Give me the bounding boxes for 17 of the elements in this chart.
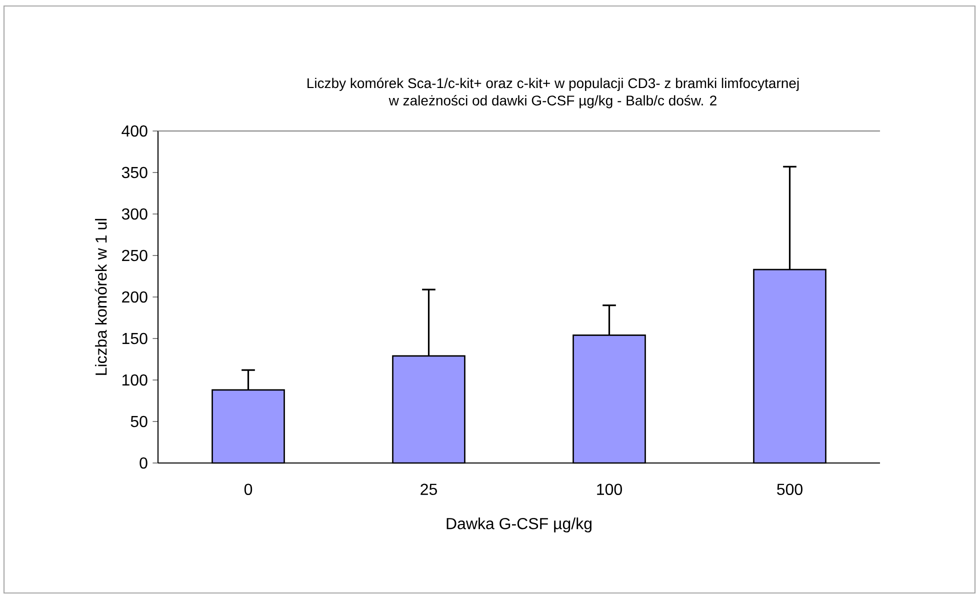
y-tick-label: 100 <box>122 374 148 386</box>
x-tick-label: 0 <box>244 484 252 496</box>
y-tick-label: 200 <box>122 291 148 303</box>
x-tick-label: 25 <box>420 484 437 496</box>
y-tick-label: 150 <box>122 332 148 344</box>
y-tick-label: 300 <box>122 208 148 220</box>
y-tick-label: 400 <box>122 125 148 137</box>
y-tick-label: 350 <box>122 166 148 178</box>
y-axis-title: Liczba komórek w 1 ul <box>94 218 107 375</box>
chart-title: Liczby komórek Sca-1/c-kit+ oraz c-kit+ w populacji CD3- z bramki limfocytarnej <box>308 78 799 91</box>
x-tick-label: 500 <box>777 484 802 496</box>
chart-subtitle: w zależności od dawki G-CSF µg/kg - Balb/c dośw. 2 <box>388 95 716 108</box>
y-tick-label: 250 <box>122 250 148 262</box>
x-tick-label: 100 <box>597 484 622 496</box>
y-tick-label: 50 <box>130 416 148 428</box>
y-tick-label: 0 <box>140 457 148 469</box>
x-axis-title: Dawka G-CSF µg/kg <box>446 518 592 532</box>
